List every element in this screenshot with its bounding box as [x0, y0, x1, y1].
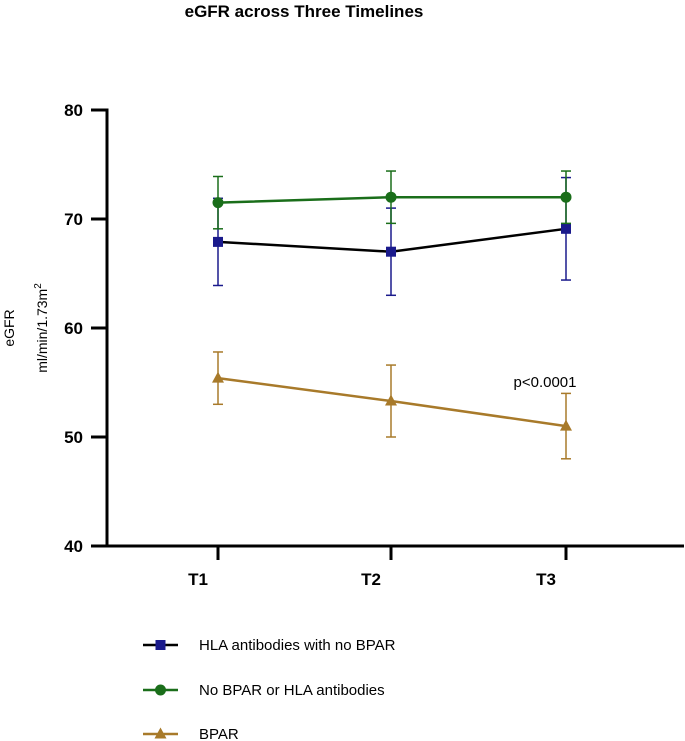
y-axis-label-units: ml/min/1.73m: [34, 289, 50, 373]
legend-marker: [154, 727, 167, 739]
legend-item-1: No BPAR or HLA antibodies: [143, 682, 385, 699]
chart-title: eGFR across Three Timelines: [185, 2, 424, 21]
legend-marker: [155, 640, 166, 650]
x-tick-label: T1: [188, 570, 208, 589]
y-tick-label: 60: [64, 319, 83, 338]
data-point: [386, 246, 396, 257]
series-0: [213, 176, 571, 297]
data-point: [213, 236, 223, 247]
y-tick-label: 70: [64, 210, 83, 229]
series-1: [212, 170, 572, 230]
data-point: [561, 223, 571, 234]
y-axis-label-superscript: 2: [33, 283, 44, 289]
series-2: [212, 351, 572, 460]
y-axis-label-line2: ml/min/1.73m2: [33, 283, 50, 373]
legend-item-0: HLA antibodies with no BPAR: [143, 637, 396, 654]
y-tick-label: 80: [64, 101, 83, 120]
data-point: [560, 419, 572, 431]
x-tick-label: T3: [536, 570, 556, 589]
data-point: [212, 371, 224, 383]
data-point: [385, 394, 397, 406]
legend: HLA antibodies with no BPAR No BPAR or HL…: [143, 637, 396, 741]
legend-label: BPAR: [199, 726, 239, 741]
y-tick-label: 50: [64, 428, 83, 447]
legend-label: HLA antibodies with no BPAR: [199, 637, 396, 654]
p-value-annotation: p<0.0001: [514, 374, 577, 391]
data-point: [212, 197, 224, 209]
axes: 40 50 60 70 80 T1 T2 T3: [64, 101, 684, 589]
y-tick-label: 40: [64, 537, 83, 556]
data-point: [560, 191, 572, 203]
x-tick-label: T2: [361, 570, 381, 589]
legend-marker: [155, 684, 166, 696]
plot-area: [212, 170, 572, 460]
data-point: [385, 191, 397, 203]
legend-item-2: BPAR: [143, 726, 239, 741]
legend-label: No BPAR or HLA antibodies: [199, 682, 385, 699]
y-axis-label-line1: eGFR: [1, 309, 17, 346]
